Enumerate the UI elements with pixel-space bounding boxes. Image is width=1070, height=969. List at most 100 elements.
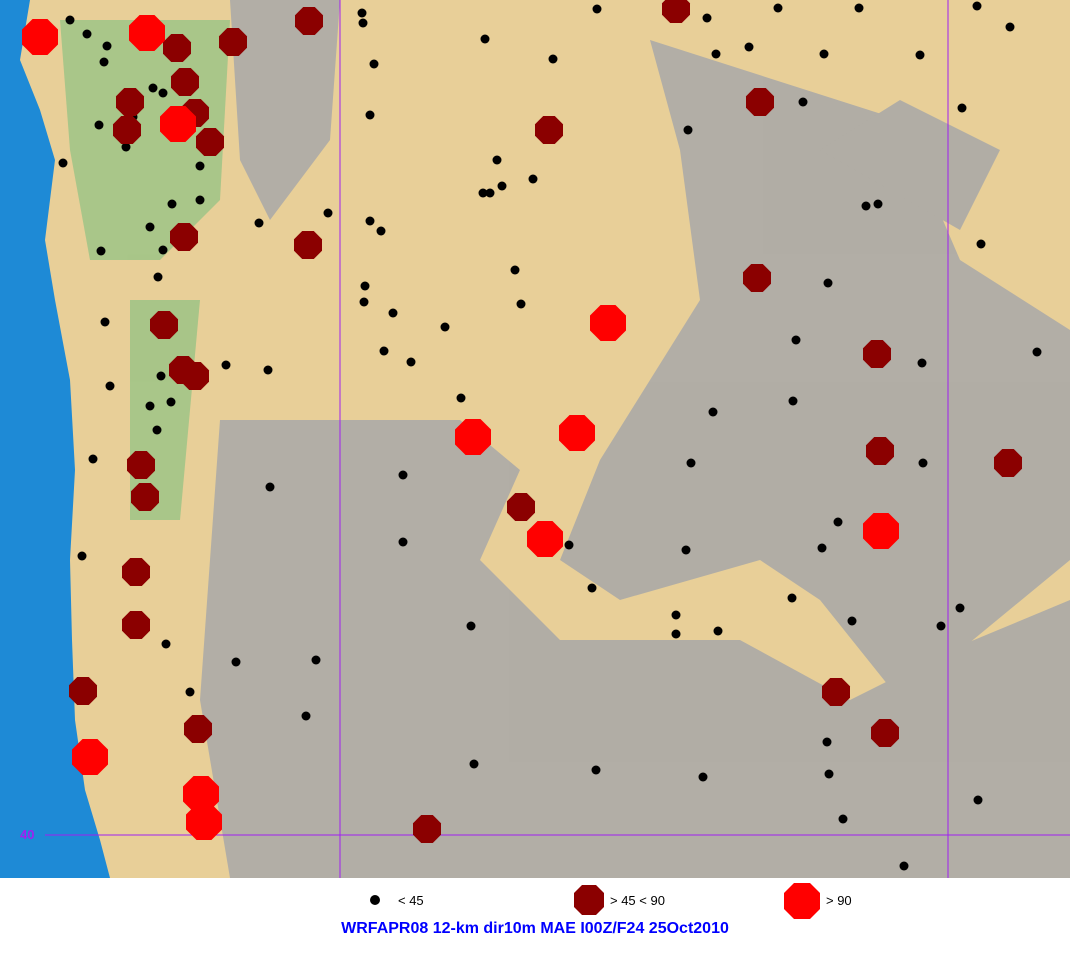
station-marker-mid xyxy=(295,7,323,35)
station-marker-high xyxy=(160,106,196,142)
station-marker-low xyxy=(195,161,205,171)
station-marker-mid xyxy=(184,715,212,743)
ocean xyxy=(0,0,110,878)
station-marker-low xyxy=(301,711,311,721)
station-marker-low xyxy=(440,322,450,332)
station-marker-low xyxy=(708,407,718,417)
station-marker-low xyxy=(195,195,205,205)
latitude-label: 40 xyxy=(20,827,35,842)
station-marker-low xyxy=(376,226,386,236)
legend-low: < 45 xyxy=(398,893,424,908)
station-marker-high xyxy=(186,804,222,840)
station-marker-low xyxy=(787,593,797,603)
station-marker-high xyxy=(183,776,219,812)
station-marker-low xyxy=(263,365,273,375)
station-marker-low xyxy=(713,626,723,636)
station-marker-low xyxy=(972,1,982,11)
station-marker-low xyxy=(406,357,416,367)
station-marker-mid xyxy=(116,88,144,116)
station-marker-mid xyxy=(743,264,771,292)
station-marker-low xyxy=(702,13,712,23)
station-marker-low xyxy=(158,88,168,98)
station-marker-low xyxy=(158,245,168,255)
station-marker-mid xyxy=(871,719,899,747)
station-marker-mid xyxy=(746,88,774,116)
station-marker-low xyxy=(861,201,871,211)
station-marker-low xyxy=(398,537,408,547)
station-marker-low xyxy=(681,545,691,555)
station-marker-low xyxy=(915,50,925,60)
station-marker-low xyxy=(77,551,87,561)
station-marker-low xyxy=(798,97,808,107)
station-marker-low xyxy=(398,470,408,480)
station-marker-low xyxy=(456,393,466,403)
station-marker-low xyxy=(369,59,379,69)
station-marker-mid xyxy=(294,231,322,259)
station-marker-low xyxy=(466,621,476,631)
station-marker-low xyxy=(791,335,801,345)
station-marker-high xyxy=(129,15,165,51)
station-marker-low xyxy=(102,41,112,51)
station-marker-mid xyxy=(150,311,178,339)
station-marker-low xyxy=(231,657,241,667)
station-marker-mid xyxy=(127,451,155,479)
station-marker-low xyxy=(167,199,177,209)
station-marker-mid xyxy=(863,340,891,368)
station-marker-low xyxy=(121,142,131,152)
station-marker-low xyxy=(94,120,104,130)
station-marker-low xyxy=(711,49,721,59)
station-marker-low xyxy=(671,629,681,639)
station-marker-low xyxy=(88,454,98,464)
station-marker-low xyxy=(485,188,495,198)
station-marker-low xyxy=(698,772,708,782)
station-marker-low xyxy=(153,272,163,282)
station-marker-low xyxy=(166,397,176,407)
station-marker-mid xyxy=(196,128,224,156)
station-marker-high xyxy=(590,305,626,341)
station-marker-mid xyxy=(170,223,198,251)
station-marker-low xyxy=(65,15,75,25)
station-marker-high xyxy=(559,415,595,451)
station-marker-low xyxy=(254,218,264,228)
station-marker-high xyxy=(455,419,491,455)
station-marker-low xyxy=(360,281,370,291)
station-marker-low xyxy=(899,861,909,871)
station-marker-low xyxy=(100,317,110,327)
terrain xyxy=(200,0,1070,878)
station-marker-low xyxy=(788,396,798,406)
station-marker-low xyxy=(497,181,507,191)
station-marker-mid xyxy=(69,677,97,705)
station-marker-low xyxy=(686,458,696,468)
station-marker-mid xyxy=(994,449,1022,477)
station-marker-low xyxy=(976,239,986,249)
station-marker-low xyxy=(955,603,965,613)
station-marker-mid xyxy=(219,28,247,56)
station-marker-low xyxy=(957,103,967,113)
station-marker-high xyxy=(72,739,108,775)
station-marker-mid xyxy=(131,483,159,511)
station-marker-low xyxy=(838,814,848,824)
station-marker-low xyxy=(323,208,333,218)
station-marker-low xyxy=(152,425,162,435)
station-marker-low xyxy=(469,759,479,769)
station-marker-low xyxy=(823,278,833,288)
station-marker-low xyxy=(388,308,398,318)
station-marker-mid xyxy=(122,558,150,586)
station-marker-low xyxy=(161,639,171,649)
station-marker-mid xyxy=(163,34,191,62)
station-marker-low xyxy=(973,795,983,805)
station-marker-low xyxy=(105,381,115,391)
station-marker-low xyxy=(379,346,389,356)
station-marker-mid xyxy=(113,116,141,144)
station-marker-low xyxy=(773,3,783,13)
station-marker-low xyxy=(359,297,369,307)
map-title: WRFAPR08 12-km dir10m MAE I00Z/F24 25Oct… xyxy=(341,920,729,937)
legend-mid: > 45 < 90 xyxy=(610,893,665,908)
station-marker-low xyxy=(744,42,754,52)
station-marker-high xyxy=(527,521,563,557)
station-marker-low xyxy=(918,458,928,468)
station-marker-mid xyxy=(507,493,535,521)
legend-high: > 90 xyxy=(826,893,852,908)
station-marker-low xyxy=(854,3,864,13)
station-marker-low xyxy=(145,222,155,232)
